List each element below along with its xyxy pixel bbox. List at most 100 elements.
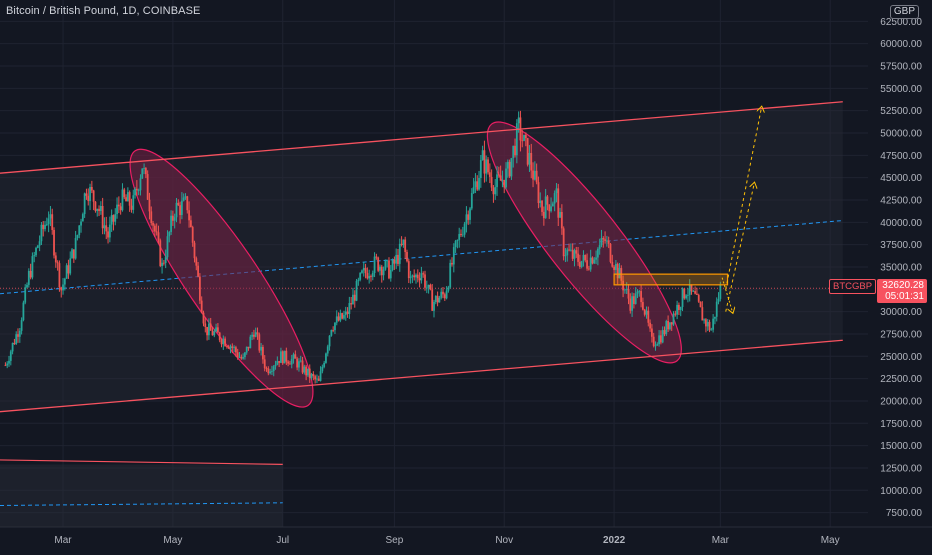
y-tick-label: 47500.00 (880, 151, 922, 162)
bar-countdown: 05:01:31 (885, 291, 924, 302)
candle-body (298, 361, 300, 368)
candle-body (269, 371, 272, 374)
candle-body (98, 208, 100, 212)
candle-body (488, 172, 491, 177)
candle-body (206, 326, 208, 336)
candle-body (328, 335, 331, 347)
candle-body (222, 338, 225, 345)
candle-body (260, 346, 263, 351)
candle-body (582, 254, 585, 261)
candle-body (305, 366, 308, 376)
candle-body (89, 186, 91, 202)
candle-body (168, 232, 171, 237)
candle-body (478, 177, 480, 190)
candle-body (690, 284, 693, 292)
candle-body (159, 240, 162, 267)
time-axis[interactable] (0, 527, 932, 550)
resistance-zone[interactable] (613, 273, 729, 286)
candle-body (580, 260, 583, 267)
candle-body (687, 294, 689, 296)
candle-body (81, 214, 84, 222)
candle-body (170, 215, 172, 233)
candle-body (186, 196, 189, 211)
lower-box-top-line[interactable] (0, 459, 283, 465)
channel-lower-line[interactable] (0, 339, 843, 413)
x-tick-label: Mar (54, 535, 72, 546)
candle-body (287, 361, 290, 364)
candle-body (195, 258, 198, 266)
candle-body (427, 284, 430, 288)
candle-body (674, 313, 677, 315)
currency-badge[interactable]: GBP (889, 5, 919, 19)
candle-body (128, 192, 131, 206)
candle-body (703, 319, 706, 321)
candle-body (670, 322, 673, 325)
candle-body (492, 187, 495, 195)
candle-body (294, 354, 297, 359)
candle-body (76, 235, 79, 239)
candle-body (85, 193, 88, 196)
candle-body (461, 234, 464, 236)
candle-body (407, 261, 410, 279)
candle-body (386, 260, 389, 262)
candle-body (371, 273, 374, 277)
candle-body (470, 193, 473, 209)
candle-body (296, 358, 299, 368)
candle-body (60, 287, 63, 291)
channel-midline[interactable] (0, 220, 843, 295)
candle-body (92, 190, 95, 202)
candle-body (254, 332, 257, 337)
candle-body (213, 331, 216, 336)
candle-body (696, 293, 698, 295)
candle-body (346, 311, 349, 314)
candle-body (411, 275, 414, 277)
candle-body (506, 161, 509, 169)
candle-body (350, 303, 353, 305)
candle-body (135, 188, 138, 191)
candle-body (571, 249, 574, 259)
candle-body (56, 262, 59, 264)
candle-body (623, 289, 626, 291)
candle-body (508, 161, 511, 177)
candle-body (114, 214, 117, 222)
candle-body (474, 181, 477, 188)
candle-body (22, 302, 25, 321)
candle-body (602, 238, 605, 240)
candle-body (67, 265, 70, 274)
candle-body (501, 179, 504, 181)
candle-body (271, 371, 273, 372)
candle-body (550, 206, 552, 212)
candle-body (166, 236, 169, 258)
candle-body (180, 200, 183, 216)
y-tick-label: 30000.00 (880, 307, 922, 318)
candle-body (539, 200, 542, 204)
candle-body (224, 338, 227, 347)
projection-arrow-2[interactable] (725, 182, 755, 312)
candle-body (458, 233, 461, 240)
candle-body (18, 330, 21, 337)
candle-body (63, 278, 66, 285)
candle-body (263, 359, 266, 369)
y-tick-label: 52500.00 (880, 106, 922, 117)
candle-body (330, 329, 333, 336)
candle-body (45, 224, 48, 226)
candle-body (227, 346, 230, 349)
candle-body (62, 284, 64, 291)
candle-body (429, 284, 432, 290)
projection-arrow-1[interactable] (725, 106, 762, 290)
candle-body (532, 170, 534, 180)
candle-body (708, 321, 711, 331)
y-tick-label: 42500.00 (880, 195, 922, 206)
x-tick-label: Jul (276, 535, 289, 546)
lower-box-midline[interactable] (0, 502, 283, 506)
x-tick-label: May (821, 535, 840, 546)
candle-body (218, 332, 221, 341)
channel-upper-line[interactable] (0, 101, 843, 174)
candle-body (528, 152, 531, 165)
candle-body (15, 334, 18, 344)
candle-body (652, 336, 655, 346)
price-axis[interactable] (868, 0, 932, 550)
chart-title: Bitcoin / British Pound, 1D, COINBASE (6, 5, 201, 17)
